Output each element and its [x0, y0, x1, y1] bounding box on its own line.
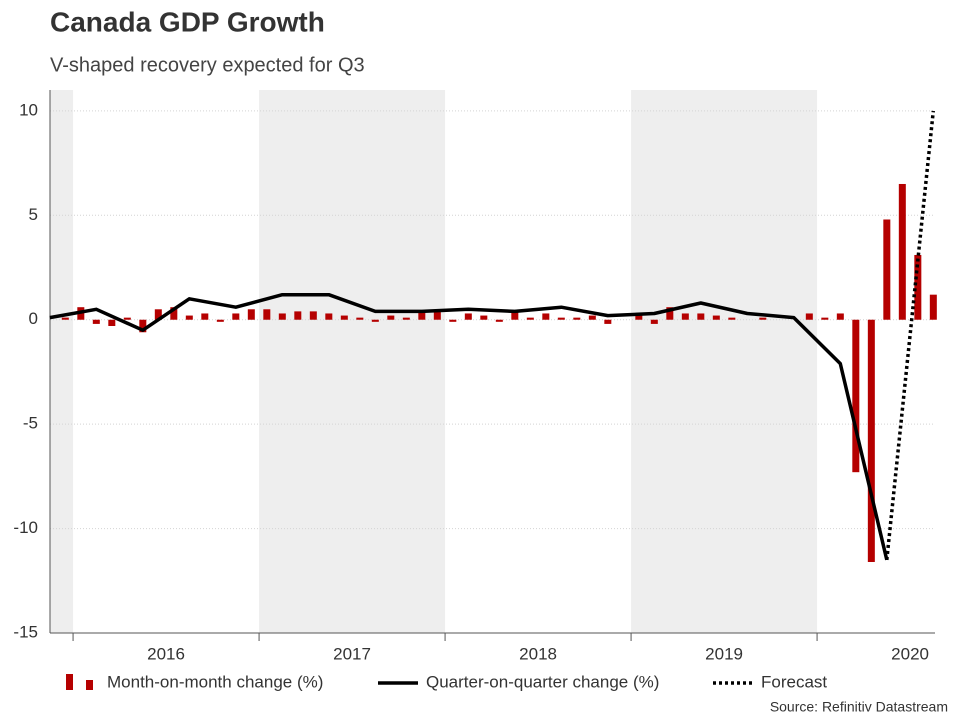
- bar: [883, 219, 891, 320]
- y-tick-label: -15: [13, 622, 38, 641]
- bar: [867, 319, 875, 562]
- bar: [108, 319, 116, 326]
- bar: [154, 309, 162, 320]
- plot-area: -15 -10 -5 0 5 10 2016 2017 2018 2019 2020: [13, 90, 937, 663]
- chart-title: Canada GDP Growth: [50, 6, 325, 37]
- bar: [247, 309, 255, 320]
- legend-swatch: [86, 680, 93, 690]
- line: [49, 292, 889, 561]
- bar: [185, 315, 193, 320]
- bar: [588, 315, 596, 320]
- bar: [170, 307, 178, 320]
- bar: [712, 315, 720, 320]
- bar: [526, 317, 534, 320]
- bar: [836, 313, 844, 320]
- bar: [728, 317, 736, 320]
- chart-subtitle: V-shaped recovery expected for Q3: [50, 54, 365, 76]
- x-tick-label: 2019: [705, 644, 743, 663]
- x-tick-label: 2017: [333, 644, 371, 663]
- x-tick-label: 2016: [147, 644, 185, 663]
- bar: [495, 319, 503, 322]
- bar: [604, 319, 612, 324]
- legend-label: Forecast: [761, 672, 827, 691]
- bar: [387, 315, 395, 320]
- bar: [914, 254, 922, 320]
- line: [885, 110, 936, 561]
- bar: [542, 313, 550, 320]
- legend-label: Month-on-month change (%): [107, 672, 323, 691]
- y-tick-label: -5: [23, 414, 38, 433]
- bar: [650, 319, 658, 324]
- y-tick-label: 10: [19, 100, 38, 119]
- bar: [759, 317, 767, 320]
- legend: Month-on-month change (%) Quarter-on-quar…: [66, 672, 827, 691]
- bar: [123, 317, 131, 320]
- bar: [929, 294, 937, 320]
- bar: [325, 313, 333, 320]
- y-tick-label: 5: [29, 205, 38, 224]
- bar: [573, 317, 581, 320]
- bar: [356, 317, 364, 320]
- y-tick-label: 0: [29, 309, 38, 328]
- bar: [139, 319, 147, 333]
- x-tick-label: 2020: [891, 644, 929, 663]
- bar: [464, 313, 472, 320]
- bar: [697, 313, 705, 320]
- year-band: [259, 90, 446, 633]
- bar: [666, 307, 674, 320]
- x-tick-label: 2018: [519, 644, 557, 663]
- bar: [201, 313, 209, 320]
- bar: [371, 319, 379, 322]
- bar: [92, 319, 100, 324]
- bar: [449, 319, 457, 322]
- bar: [402, 317, 410, 320]
- bar: [480, 315, 488, 320]
- bar: [898, 183, 906, 320]
- source-note: Source: Refinitiv Datastream: [770, 699, 948, 715]
- bar: [681, 313, 689, 320]
- bar: [232, 313, 240, 320]
- bar: [852, 319, 860, 473]
- legend-swatch: [66, 674, 73, 690]
- bar: [340, 315, 348, 320]
- year-band: [50, 90, 74, 633]
- bar: [61, 317, 69, 320]
- bar: [557, 317, 565, 320]
- bar: [433, 311, 441, 320]
- bar: [418, 311, 426, 320]
- bar: [278, 313, 286, 320]
- y-tick-label: -10: [13, 518, 38, 537]
- bar: [216, 319, 224, 322]
- bar: [309, 311, 317, 320]
- legend-label: Quarter-on-quarter change (%): [426, 672, 659, 691]
- year-band: [631, 90, 818, 633]
- bar: [635, 313, 643, 320]
- bar: [821, 317, 829, 320]
- bar: [511, 311, 519, 320]
- bar: [294, 311, 302, 320]
- bar: [805, 313, 813, 320]
- bar: [263, 309, 271, 320]
